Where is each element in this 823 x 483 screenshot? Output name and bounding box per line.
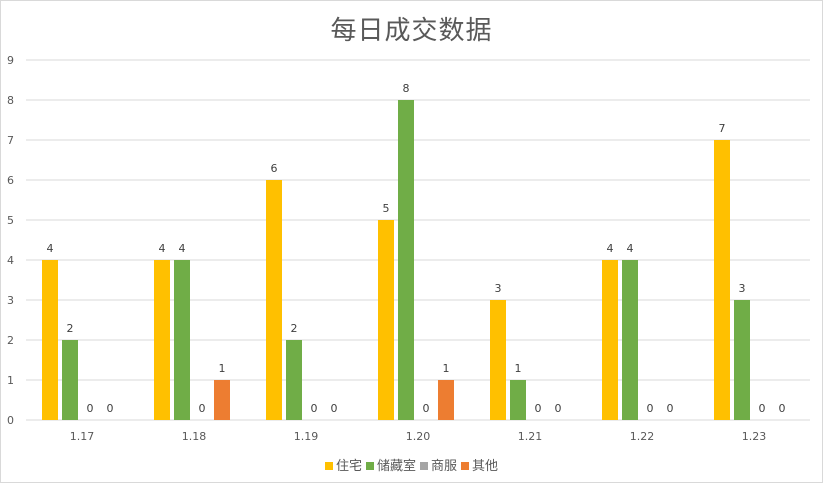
data-label: 0 bbox=[759, 402, 766, 415]
bar bbox=[286, 340, 302, 420]
y-tick-label: 8 bbox=[7, 94, 14, 107]
bar bbox=[602, 260, 618, 420]
bar bbox=[510, 380, 526, 420]
legend-item: 商服 bbox=[420, 455, 457, 474]
bar bbox=[438, 380, 454, 420]
data-label: 2 bbox=[67, 322, 74, 335]
data-label: 0 bbox=[199, 402, 206, 415]
legend-item: 储藏室 bbox=[365, 455, 416, 474]
bar bbox=[490, 300, 506, 420]
bar bbox=[154, 260, 170, 420]
legend: 住宅 储藏室 商服 其他 bbox=[0, 455, 823, 474]
legend-item: 其他 bbox=[461, 455, 498, 474]
data-label: 3 bbox=[739, 282, 746, 295]
data-label: 4 bbox=[179, 242, 186, 255]
data-label: 0 bbox=[311, 402, 318, 415]
bar bbox=[378, 220, 394, 420]
data-label: 5 bbox=[383, 202, 390, 215]
bar bbox=[398, 100, 414, 420]
data-label: 0 bbox=[423, 402, 430, 415]
data-label: 7 bbox=[719, 122, 726, 135]
data-label: 4 bbox=[47, 242, 54, 255]
bar bbox=[42, 260, 58, 420]
data-label: 0 bbox=[107, 402, 114, 415]
x-tick-label: 1.22 bbox=[630, 430, 655, 443]
x-tick-label: 1.23 bbox=[742, 430, 767, 443]
legend-swatch-icon bbox=[365, 461, 374, 470]
data-label: 0 bbox=[779, 402, 786, 415]
data-label: 2 bbox=[291, 322, 298, 335]
legend-item: 住宅 bbox=[324, 455, 362, 474]
data-label: 8 bbox=[403, 82, 410, 95]
y-tick-label: 7 bbox=[7, 134, 14, 147]
bar bbox=[62, 340, 78, 420]
legend-label: 储藏室 bbox=[376, 459, 416, 474]
data-label: 1 bbox=[219, 362, 226, 375]
bar bbox=[714, 140, 730, 420]
x-tick-label: 1.19 bbox=[294, 430, 319, 443]
legend-label: 住宅 bbox=[335, 459, 362, 474]
bar bbox=[174, 260, 190, 420]
y-tick-label: 3 bbox=[7, 294, 14, 307]
bar bbox=[734, 300, 750, 420]
legend-label: 商服 bbox=[431, 459, 458, 474]
y-tick-label: 6 bbox=[7, 174, 14, 187]
chart-title: 每日成交数据 bbox=[330, 16, 493, 46]
data-label: 0 bbox=[331, 402, 338, 415]
y-tick-label: 1 bbox=[7, 374, 14, 387]
bar bbox=[214, 380, 230, 420]
legend-label: 其他 bbox=[472, 459, 499, 474]
y-tick-label: 4 bbox=[7, 254, 14, 267]
data-label: 1 bbox=[515, 362, 522, 375]
y-tick-label: 0 bbox=[7, 414, 14, 427]
data-label: 0 bbox=[555, 402, 562, 415]
data-label: 4 bbox=[627, 242, 634, 255]
data-label: 0 bbox=[87, 402, 94, 415]
data-label: 3 bbox=[495, 282, 502, 295]
data-label: 4 bbox=[607, 242, 614, 255]
y-tick-label: 2 bbox=[7, 334, 14, 347]
data-label: 6 bbox=[271, 162, 278, 175]
x-tick-label: 1.17 bbox=[70, 430, 95, 443]
data-label: 4 bbox=[159, 242, 166, 255]
data-label: 1 bbox=[443, 362, 450, 375]
bar bbox=[622, 260, 638, 420]
legend-swatch-icon bbox=[324, 461, 333, 470]
data-label: 0 bbox=[647, 402, 654, 415]
x-tick-label: 1.21 bbox=[518, 430, 543, 443]
legend-swatch-icon bbox=[461, 461, 470, 470]
data-label: 0 bbox=[667, 402, 674, 415]
data-label: 0 bbox=[535, 402, 542, 415]
legend-swatch-icon bbox=[420, 461, 428, 470]
y-tick-label: 5 bbox=[7, 214, 14, 227]
x-tick-label: 1.20 bbox=[406, 430, 431, 443]
bar bbox=[266, 180, 282, 420]
y-tick-label: 9 bbox=[7, 54, 14, 67]
x-tick-label: 1.18 bbox=[182, 430, 207, 443]
